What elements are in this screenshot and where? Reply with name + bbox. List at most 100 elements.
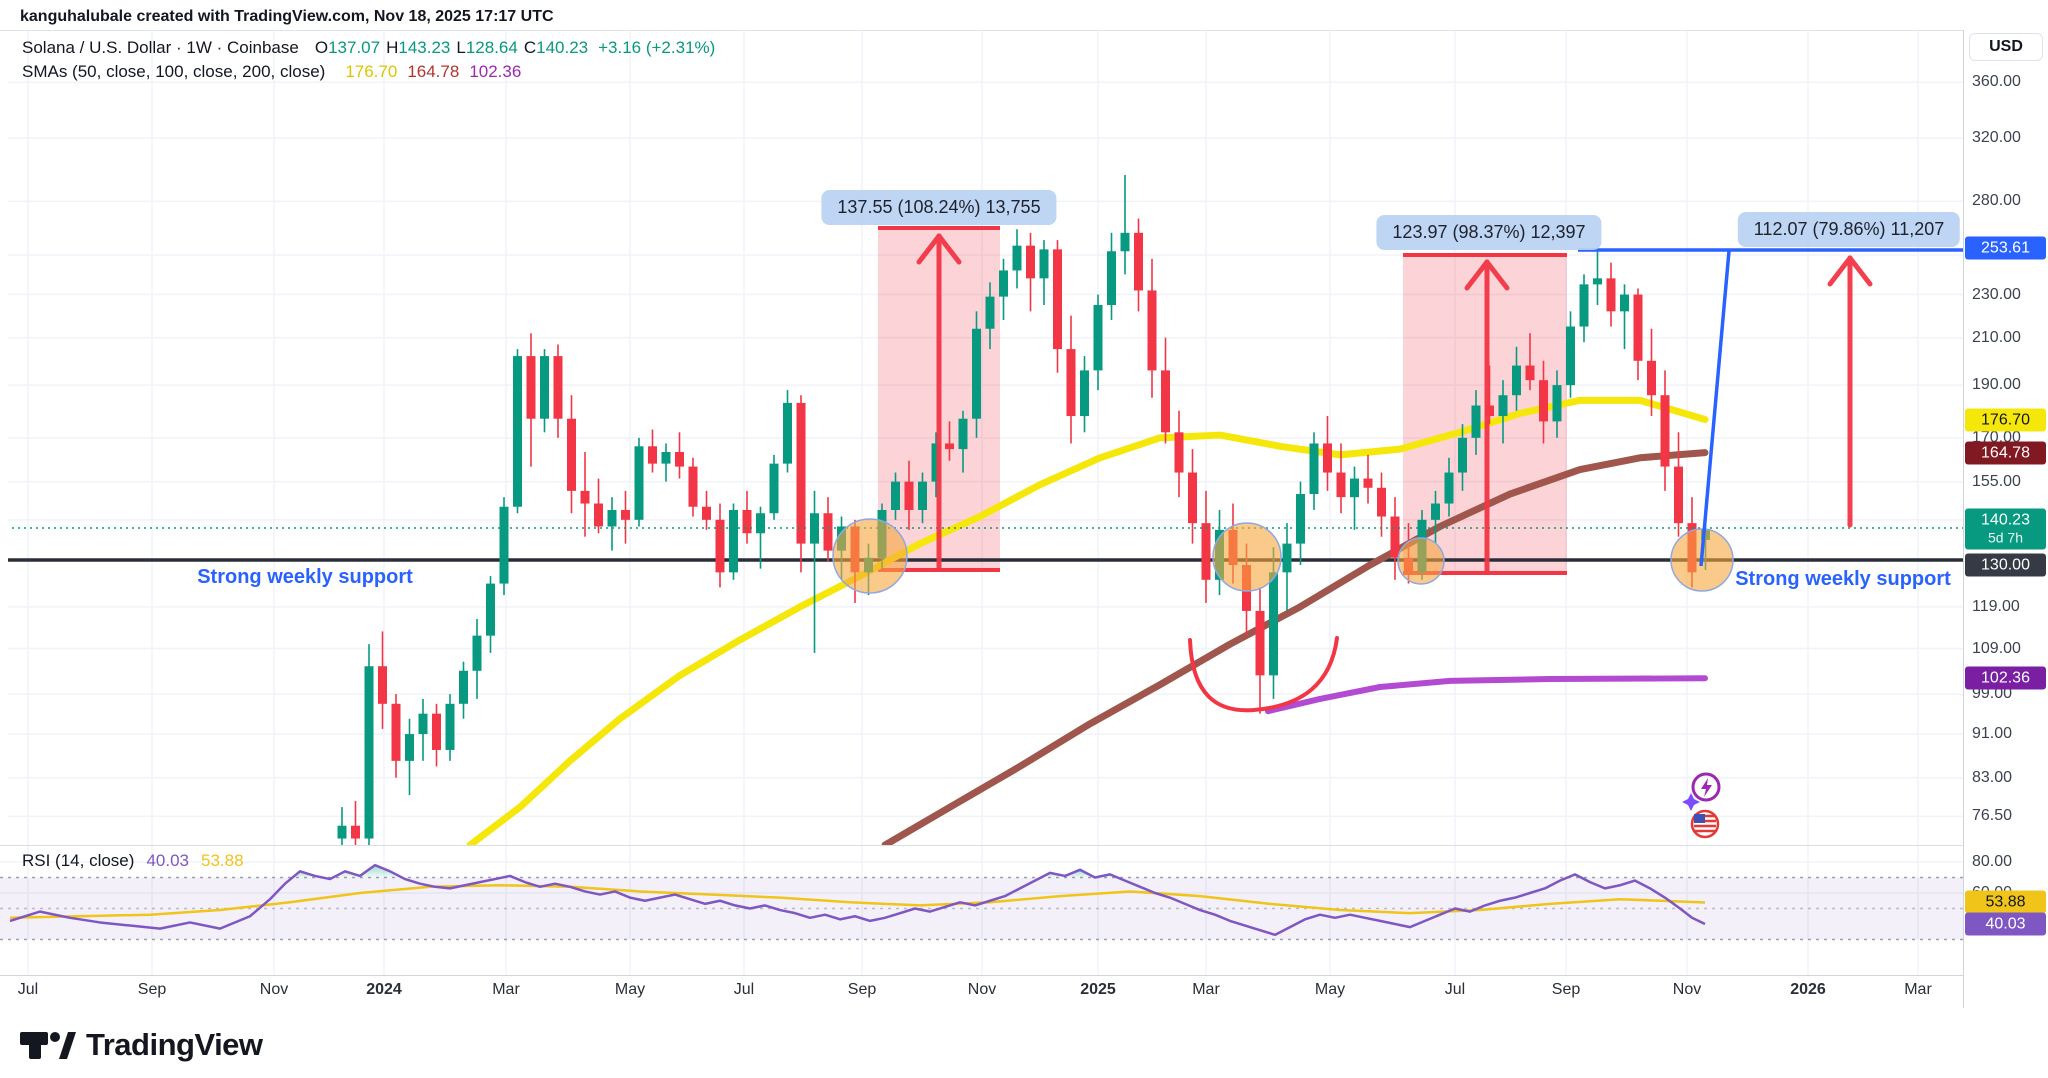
rsi-line: [9, 863, 1706, 937]
candle-body: [1458, 437, 1467, 473]
ohlc-values: O137.07 H143.23 L128.64 C140.23: [309, 38, 588, 58]
up-arrow: [1827, 255, 1873, 528]
candle-body: [1620, 294, 1629, 312]
symbol-legend-row[interactable]: Solana / U.S. Dollar · 1W · Coinbase O13…: [22, 38, 715, 58]
candle-body: [783, 402, 792, 464]
candle-body: [378, 666, 387, 704]
candle-body: [729, 509, 738, 573]
price-tick-label: 230.00: [1972, 285, 2021, 303]
measure-label[interactable]: 112.07 (79.86%) 11,207: [1737, 212, 1961, 247]
candle-body: [472, 635, 482, 671]
ohlc-item: H143.23: [386, 38, 451, 57]
candle-body: [985, 296, 995, 329]
candle-body: [756, 513, 765, 534]
measure-label[interactable]: 137.55 (108.24%) 13,755: [821, 190, 1057, 225]
time-tick-label: Jul: [1444, 981, 1466, 998]
sma-legend-value: 176.70: [345, 62, 398, 81]
time-tick-label: May: [614, 981, 646, 998]
pane-separator[interactable]: [0, 845, 1963, 846]
candle-body: [1539, 380, 1548, 422]
rsi-band: [0, 877, 1963, 940]
candle-body: [810, 513, 819, 544]
price-tick-label: 83.00: [1972, 768, 2013, 786]
currency-toggle-button[interactable]: USD: [1969, 33, 2043, 61]
candle-body: [1012, 245, 1022, 271]
candle-body: [405, 734, 414, 761]
candle-body: [918, 481, 927, 510]
tradingview-logo-text: TradingView: [86, 1027, 263, 1062]
candle-body: [1282, 543, 1292, 573]
price-badge-value: 140.23: [1981, 511, 2030, 529]
candle-body: [1053, 249, 1062, 350]
candle-body: [1147, 290, 1157, 371]
support-label[interactable]: Strong weekly support: [197, 566, 413, 588]
candle-body: [823, 513, 833, 551]
price-tick-label: 360.00: [1972, 73, 2021, 91]
rsi-legend-row[interactable]: RSI (14, close) 40.03 53.88: [22, 851, 244, 871]
price-tick-label: 320.00: [1972, 129, 2021, 147]
candle-body: [1066, 349, 1076, 417]
price-tick-label: 91.00: [1972, 725, 2013, 743]
candle-body: [1390, 516, 1400, 558]
tradingview-logo-mark: [20, 1032, 76, 1059]
time-tick-label: Jul: [733, 981, 755, 998]
sma-label: SMAs (50, close, 100, close, 200, close): [22, 62, 326, 81]
candle-body: [648, 446, 657, 464]
header-separator: [0, 30, 2048, 31]
candle-body: [715, 519, 725, 573]
up-arrow: [1464, 259, 1510, 574]
sma-legend-row[interactable]: SMAs (50, close, 100, close, 200, close)…: [22, 62, 521, 82]
us-flag-icon: [1690, 809, 1720, 839]
candle-body: [486, 583, 495, 636]
sma100-line: [881, 449, 1709, 845]
measure-label[interactable]: 123.97 (98.37%) 12,397: [1376, 215, 1602, 250]
candle-body: [580, 490, 590, 504]
attribution-text: kanguhalubale created with TradingView.c…: [20, 8, 554, 25]
time-tick-label: Sep: [1551, 981, 1581, 998]
candle-body: [337, 825, 347, 839]
candle-body: [1363, 478, 1373, 488]
time-tick-label: Sep: [847, 981, 877, 998]
candle-body: [1107, 251, 1116, 305]
price-tick-label: 190.00: [1972, 376, 2021, 394]
candle-body: [499, 506, 509, 584]
candle-body: [742, 509, 752, 534]
time-tick-label: Sep: [137, 981, 167, 998]
sma-legend-value: 102.36: [469, 62, 522, 81]
rsi-pane: [0, 863, 1963, 941]
blue-trend-line: [1699, 250, 1731, 567]
candle-body: [432, 713, 441, 750]
candle-body: [1647, 360, 1656, 396]
candle-body: [1201, 523, 1211, 580]
highlight-circle: [1212, 522, 1282, 592]
candle-body: [1444, 472, 1454, 504]
candle-body: [445, 703, 455, 750]
candle-body: [931, 443, 941, 482]
time-tick-label: Mar: [1192, 981, 1220, 998]
candle-body: [1525, 365, 1535, 381]
tradingview-logo[interactable]: TradingView: [18, 1022, 263, 1068]
candle-body: [1660, 395, 1670, 467]
candle-body: [1674, 466, 1683, 524]
candle-body: [621, 509, 630, 520]
candle-body: [1336, 472, 1346, 498]
support-label[interactable]: Strong weekly support: [1735, 568, 1951, 590]
price-badge: 164.78: [1965, 441, 2046, 465]
up-arrow: [916, 233, 962, 571]
price-badge-value: 176.70: [1981, 411, 2030, 429]
ohlc-item: O137.07: [314, 38, 381, 57]
candle-body: [513, 356, 522, 507]
candle-body: [594, 503, 603, 527]
candle-body: [1552, 385, 1562, 422]
rsi-tick-label: 80.00: [1972, 853, 2013, 870]
price-badge: 140.23 5d 7h: [1965, 508, 2046, 550]
chart-icons: [1682, 772, 1721, 839]
candle-body: [769, 463, 779, 514]
candle-body: [1323, 443, 1332, 473]
sma200-line: [1265, 675, 1708, 715]
candle-body: [675, 451, 684, 467]
candle-body: [1431, 503, 1440, 520]
rsi-badge: 40.03: [1965, 912, 2046, 936]
